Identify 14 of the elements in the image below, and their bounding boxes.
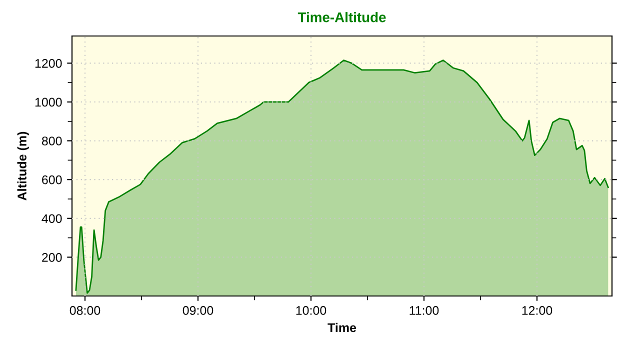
x-tick-label: 08:00 [70, 306, 100, 315]
x-tick-label: 11:00 [410, 306, 439, 315]
y-tick-label: 600 [42, 175, 62, 184]
x-axis-title: Time [328, 322, 356, 332]
x-tick-label: 12:00 [522, 306, 552, 315]
y-tick-label: 800 [42, 136, 62, 146]
y-axis-title: Altitude (m) [17, 132, 29, 200]
x-tick-label: 09:00 [182, 306, 214, 315]
y-tick-label: 1000 [35, 98, 62, 107]
chart-title: Time-Altitude [298, 12, 386, 22]
y-tick-label: 1200 [35, 58, 62, 68]
y-tick-label: 400 [42, 214, 62, 224]
y-tick-label: 200 [42, 252, 62, 262]
x-tick-label: 10:00 [296, 306, 326, 315]
